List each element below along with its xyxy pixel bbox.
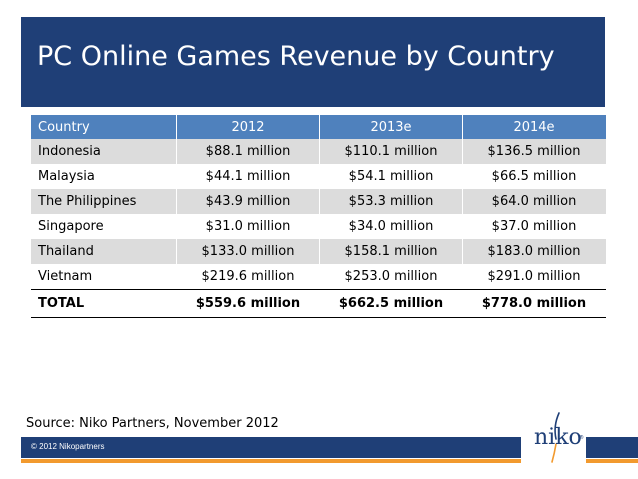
row-divider: [462, 139, 463, 164]
row-divider: [319, 239, 320, 264]
cell-2012: $31.0 million: [205, 219, 291, 234]
table-row: The Philippines $43.9 million $53.3 mill…: [31, 189, 606, 214]
source-note: Source: Niko Partners, November 2012: [26, 416, 279, 431]
logo-swoosh-icon: ®: [551, 412, 584, 463]
row-divider: [462, 189, 463, 214]
niko-logo: ® niko: [528, 410, 584, 466]
cell-country: Vietnam: [38, 269, 93, 284]
header-divider: [462, 115, 463, 139]
cell-country: The Philippines: [38, 194, 137, 209]
cell-2013e: $54.1 million: [348, 169, 434, 184]
footer-bar-right: [586, 437, 638, 458]
table-row: Vietnam $219.6 million $253.0 million $2…: [31, 264, 606, 289]
total-2012: $559.6 million: [195, 296, 301, 311]
cell-2013e: $110.1 million: [344, 144, 438, 159]
total-2013e: $662.5 million: [338, 296, 444, 311]
row-divider: [319, 189, 320, 214]
header-2014e: 2014e: [513, 119, 555, 135]
cell-country: Singapore: [38, 219, 104, 234]
total-2014e: $778.0 million: [481, 296, 587, 311]
logo-registered-mark: ®: [579, 434, 584, 441]
table-header-row: Country 2012 2013e 2014e: [31, 115, 606, 139]
footer-accent-bar-right: [586, 459, 638, 463]
cell-2014e: $64.0 million: [491, 194, 577, 209]
row-divider: [176, 139, 177, 164]
footer-bar: © 2012 Nikopartners: [21, 437, 521, 458]
cell-2013e: $158.1 million: [344, 244, 438, 259]
cell-2013e: $253.0 million: [344, 269, 438, 284]
footer-accent-bar: [21, 459, 521, 463]
cell-2012: $44.1 million: [205, 169, 291, 184]
header-2013e: 2013e: [370, 119, 412, 135]
cell-2014e: $136.5 million: [487, 144, 581, 159]
title-bar: PC Online Games Revenue by Country: [21, 17, 605, 107]
header-country: Country: [38, 119, 90, 135]
cell-2014e: $66.5 million: [491, 169, 577, 184]
cell-country: Thailand: [38, 244, 94, 259]
row-divider: [319, 139, 320, 164]
header-2012: 2012: [231, 119, 265, 135]
cell-2013e: $53.3 million: [348, 194, 434, 209]
table-row: Singapore $31.0 million $34.0 million $3…: [31, 214, 606, 239]
row-divider: [176, 189, 177, 214]
cell-country: Indonesia: [38, 144, 101, 159]
slide-title: PC Online Games Revenue by Country: [37, 41, 555, 72]
header-divider: [176, 115, 177, 139]
cell-2014e: $183.0 million: [487, 244, 581, 259]
cell-2013e: $34.0 million: [348, 219, 434, 234]
cell-2012: $88.1 million: [205, 144, 291, 159]
total-label: TOTAL: [38, 296, 85, 311]
cell-2012: $43.9 million: [205, 194, 291, 209]
copyright-text: © 2012 Nikopartners: [31, 442, 105, 451]
cell-country: Malaysia: [38, 169, 95, 184]
table-row: Malaysia $44.1 million $54.1 million $66…: [31, 164, 606, 189]
table-total-row: TOTAL $559.6 million $662.5 million $778…: [31, 289, 606, 318]
cell-2012: $219.6 million: [201, 269, 295, 284]
revenue-table: Country 2012 2013e 2014e Indonesia $88.1…: [31, 115, 606, 318]
cell-2012: $133.0 million: [201, 244, 295, 259]
table-row: Thailand $133.0 million $158.1 million $…: [31, 239, 606, 264]
row-divider: [462, 239, 463, 264]
cell-2014e: $37.0 million: [491, 219, 577, 234]
table-row: Indonesia $88.1 million $110.1 million $…: [31, 139, 606, 164]
cell-2014e: $291.0 million: [487, 269, 581, 284]
header-divider: [319, 115, 320, 139]
row-divider: [176, 239, 177, 264]
logo-wordmark: niko: [534, 425, 582, 450]
